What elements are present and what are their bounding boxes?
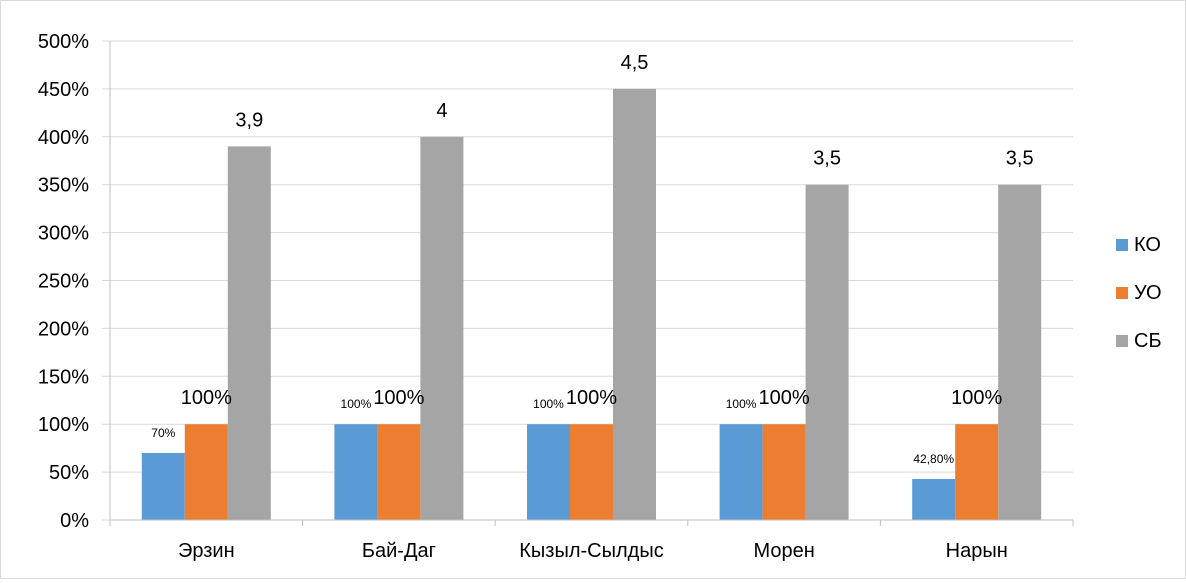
bar-КО: [719, 424, 763, 520]
x-tick-label: Кызыл-Сылдыс: [519, 540, 663, 562]
legend-label: КО: [1134, 234, 1161, 256]
x-tick-label: Бай-Даг: [362, 540, 436, 562]
y-tick-label: 250%: [38, 271, 89, 293]
data-label: 100%: [181, 387, 232, 409]
x-axis-tick-labels: Эрзин Бай-Даг Кызыл-Сылдыс Морен Нарын: [178, 540, 1008, 562]
legend-label: СБ: [1134, 330, 1162, 352]
data-label: 3,9: [235, 109, 263, 131]
data-label: 42,80%: [913, 452, 954, 466]
y-tick-label: 100%: [38, 414, 89, 436]
data-label: 100%: [726, 397, 757, 411]
x-tick-label: Нарын: [946, 540, 1008, 562]
bar-СБ: [805, 184, 849, 520]
bar-КО: [527, 424, 570, 520]
x-tick-label: Эрзин: [178, 540, 235, 562]
y-tick-label: 0%: [60, 510, 89, 532]
bar-СБ: [998, 184, 1042, 520]
bars: [141, 88, 1042, 521]
data-label: 100%: [566, 387, 617, 409]
legend: КО УО СБ: [1116, 234, 1162, 352]
x-tick-label: Морен: [753, 540, 814, 562]
y-tick-label: 350%: [38, 175, 89, 197]
data-label: 100%: [373, 387, 424, 409]
data-label: 100%: [951, 387, 1002, 409]
data-label: 3,5: [813, 148, 841, 170]
bar-СБ: [227, 146, 271, 520]
bar-КО: [334, 424, 378, 520]
y-tick-label: 400%: [38, 127, 89, 149]
legend-swatch-КО: [1116, 239, 1128, 251]
data-label: 4: [436, 100, 447, 122]
legend-swatch-УО: [1116, 287, 1128, 299]
data-label: 4,5: [621, 52, 649, 74]
bar-СБ: [613, 88, 656, 521]
y-tick-label: 50%: [49, 462, 89, 484]
y-tick-label: 200%: [38, 318, 89, 340]
bar-КО: [912, 478, 956, 520]
y-tick-label: 300%: [38, 223, 89, 245]
y-tick-label: 150%: [38, 366, 89, 388]
bar-УО: [570, 424, 613, 520]
data-label: 100%: [341, 397, 372, 411]
data-label: 70%: [151, 426, 175, 440]
bar-КО: [141, 452, 185, 520]
y-tick-label: 500%: [38, 31, 89, 53]
bar-УО: [955, 424, 999, 520]
axes: [109, 41, 1074, 526]
bar-УО: [184, 424, 228, 520]
y-tick-label: 450%: [38, 79, 89, 101]
legend-label: УО: [1134, 282, 1162, 304]
bar-УО: [762, 424, 806, 520]
data-label: 100%: [759, 387, 810, 409]
data-label: 3,5: [1006, 148, 1034, 170]
legend-swatch-СБ: [1116, 335, 1128, 347]
bar-СБ: [420, 136, 464, 521]
y-axis-tick-labels: 0% 50% 100% 150% 200% 250% 300% 350% 400% 450% 500…: [38, 31, 89, 532]
bar-УО: [377, 424, 421, 520]
data-label: 100%: [533, 397, 564, 411]
